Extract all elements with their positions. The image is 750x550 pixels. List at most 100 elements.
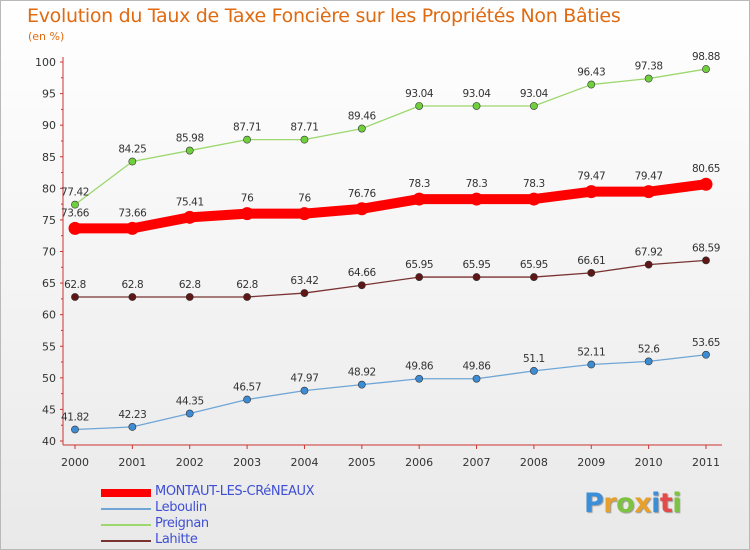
x-tick-label: 2009 bbox=[577, 456, 605, 469]
data-point bbox=[587, 360, 596, 369]
logo-letter: o bbox=[616, 488, 635, 519]
data-label: 98.88 bbox=[692, 51, 720, 63]
data-point bbox=[243, 293, 251, 301]
data-label: 87.71 bbox=[290, 122, 318, 134]
data-point bbox=[71, 200, 79, 209]
data-point bbox=[472, 374, 481, 383]
data-point bbox=[530, 366, 538, 375]
data-label: 89.46 bbox=[348, 111, 377, 123]
data-point bbox=[357, 124, 366, 133]
data-point bbox=[355, 202, 369, 216]
data-point bbox=[530, 102, 538, 110]
y-tick-label: 75 bbox=[42, 214, 56, 227]
chart-title: Evolution du Taux de Taxe Foncière sur l… bbox=[27, 5, 621, 27]
data-label: 78.3 bbox=[466, 178, 488, 190]
data-point bbox=[587, 80, 596, 89]
y-tick-label: 55 bbox=[42, 340, 56, 353]
series-line bbox=[74, 354, 707, 431]
data-label: 68.59 bbox=[692, 242, 720, 254]
x-tick-label: 2001 bbox=[118, 456, 146, 469]
x-tick-label: 2005 bbox=[348, 456, 376, 469]
data-point bbox=[300, 289, 309, 297]
y-tick-label: 40 bbox=[42, 435, 56, 448]
data-point bbox=[415, 374, 424, 383]
data-point bbox=[243, 395, 251, 404]
y-tick-label: 90 bbox=[42, 119, 56, 132]
data-point bbox=[125, 221, 139, 235]
data-label: 97.38 bbox=[635, 61, 663, 73]
x-tick-label: 2002 bbox=[176, 456, 204, 469]
data-label: 79.47 bbox=[635, 171, 663, 183]
data-point bbox=[240, 207, 254, 221]
data-label: 63.42 bbox=[290, 275, 318, 287]
data-label: 76 bbox=[241, 193, 254, 205]
data-label: 76 bbox=[298, 193, 311, 205]
chart-subtitle: (en %) bbox=[28, 30, 65, 43]
data-label: 62.8 bbox=[236, 279, 258, 291]
data-label: 53.65 bbox=[692, 337, 720, 349]
data-point bbox=[297, 207, 311, 221]
data-point bbox=[644, 357, 653, 366]
y-tick-label: 80 bbox=[42, 182, 56, 195]
data-point bbox=[472, 102, 481, 110]
data-point bbox=[472, 273, 481, 281]
x-tick-label: 2000 bbox=[61, 456, 89, 469]
data-label: 62.8 bbox=[121, 279, 143, 291]
data-point bbox=[587, 269, 596, 277]
data-label: 46.57 bbox=[233, 381, 261, 393]
logo-letter: t bbox=[659, 488, 673, 519]
logo-letter: r bbox=[603, 488, 617, 519]
line-chart: 40 45 50 55 60 65 70 75 80 85 90 95 100 2000 2001 2002 2… bbox=[35, 51, 722, 469]
y-tick-label: 45 bbox=[42, 403, 56, 416]
x-tick-label: 2010 bbox=[635, 456, 663, 469]
y-tick-label: 50 bbox=[42, 372, 56, 385]
data-label: 93.04 bbox=[463, 88, 492, 100]
data-label: 87.71 bbox=[233, 122, 261, 134]
data-label: 73.66 bbox=[118, 207, 147, 219]
data-point bbox=[128, 293, 137, 301]
data-point bbox=[300, 386, 309, 395]
data-point bbox=[185, 293, 194, 301]
data-label: 77.42 bbox=[61, 187, 89, 199]
logo-letter: i bbox=[672, 488, 682, 519]
data-label: 93.04 bbox=[520, 88, 549, 100]
logo-letter: x bbox=[634, 488, 652, 519]
data-point bbox=[527, 192, 541, 206]
x-tick-label: 2006 bbox=[405, 456, 433, 469]
data-label: 84.25 bbox=[118, 143, 146, 155]
legend-swatch bbox=[101, 489, 151, 497]
data-label: 41.82 bbox=[61, 412, 89, 424]
data-label: 42.23 bbox=[118, 409, 146, 421]
series-line bbox=[75, 259, 707, 298]
data-point bbox=[412, 192, 426, 206]
data-label: 76.76 bbox=[348, 188, 377, 200]
data-label: 62.8 bbox=[64, 279, 86, 291]
legend-label: Lahitte bbox=[155, 532, 198, 547]
data-point bbox=[71, 425, 79, 434]
data-point bbox=[415, 273, 424, 281]
data-label: 85.98 bbox=[176, 133, 204, 145]
data-point bbox=[357, 281, 366, 290]
y-tick-label: 60 bbox=[42, 309, 56, 322]
data-label: 79.47 bbox=[577, 171, 605, 183]
data-label: 52.11 bbox=[577, 347, 605, 359]
y-tick-label: 100 bbox=[35, 56, 56, 69]
y-tick-label: 65 bbox=[42, 277, 56, 290]
data-label: 49.86 bbox=[405, 361, 434, 373]
data-label: 80.65 bbox=[692, 163, 720, 175]
data-point bbox=[71, 293, 79, 301]
series-line bbox=[75, 179, 707, 234]
data-point bbox=[243, 135, 251, 144]
data-label: 67.92 bbox=[635, 247, 663, 259]
data-point bbox=[128, 423, 137, 431]
data-label: 65.95 bbox=[520, 259, 548, 271]
legend-swatch bbox=[101, 524, 151, 526]
data-label: 93.04 bbox=[405, 88, 434, 100]
data-label: 66.61 bbox=[577, 255, 605, 267]
data-label: 49.86 bbox=[463, 361, 492, 373]
legend-swatch bbox=[101, 508, 151, 510]
data-point bbox=[702, 350, 710, 359]
data-point bbox=[584, 185, 598, 199]
data-label: 47.97 bbox=[290, 373, 318, 385]
